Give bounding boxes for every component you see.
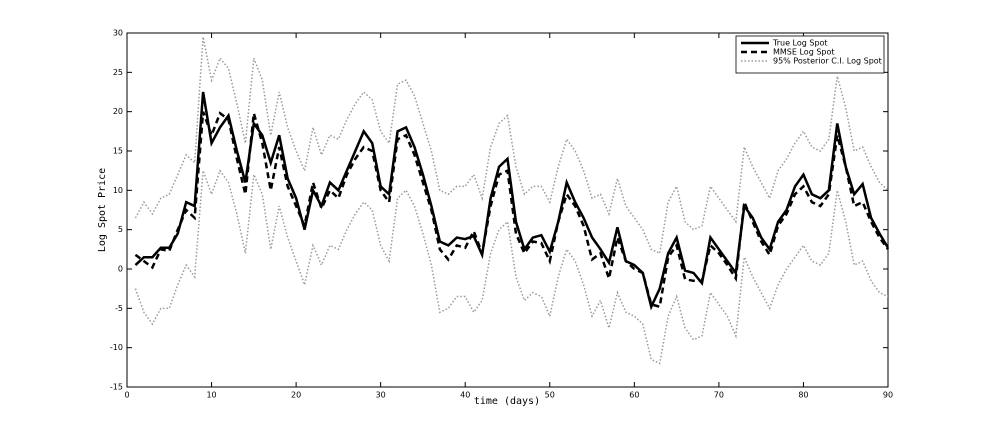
x-tick-label: 0 — [124, 391, 129, 400]
series-line — [134, 91, 890, 311]
x-tick-label: 70 — [714, 391, 724, 400]
y-axis-label: Log Spot Price — [97, 168, 108, 252]
x-tick-label: 90 — [883, 391, 893, 400]
legend-label: True Log Spot — [772, 39, 828, 48]
x-tick-label: 80 — [798, 391, 808, 400]
y-tick-label: 0 — [118, 265, 123, 274]
x-tick-label: 10 — [206, 391, 216, 400]
x-tick-label: 20 — [291, 391, 301, 400]
y-tick-label: 25 — [113, 68, 123, 77]
y-tick-label: 5 — [118, 225, 123, 234]
x-tick-label: 50 — [545, 391, 555, 400]
x-axis-label: time (days) — [474, 396, 540, 407]
plot-frame — [126, 32, 889, 388]
legend-label: 95% Posterior C.I. Log Spot — [773, 57, 882, 66]
y-tick-label: 20 — [113, 107, 123, 116]
y-tick-label: 15 — [113, 147, 123, 156]
x-tick-label: 30 — [376, 391, 386, 400]
y-tick-label: -10 — [110, 343, 123, 352]
y-tick-label: -5 — [115, 304, 123, 313]
y-tick-label: 30 — [113, 29, 123, 38]
x-tick-label: 60 — [629, 391, 639, 400]
legend-label: MMSE Log Spot — [773, 48, 835, 57]
x-tick-label: 40 — [460, 391, 470, 400]
y-tick-label: -15 — [110, 383, 123, 392]
series-line — [134, 111, 890, 309]
y-tick-label: 10 — [113, 186, 123, 195]
